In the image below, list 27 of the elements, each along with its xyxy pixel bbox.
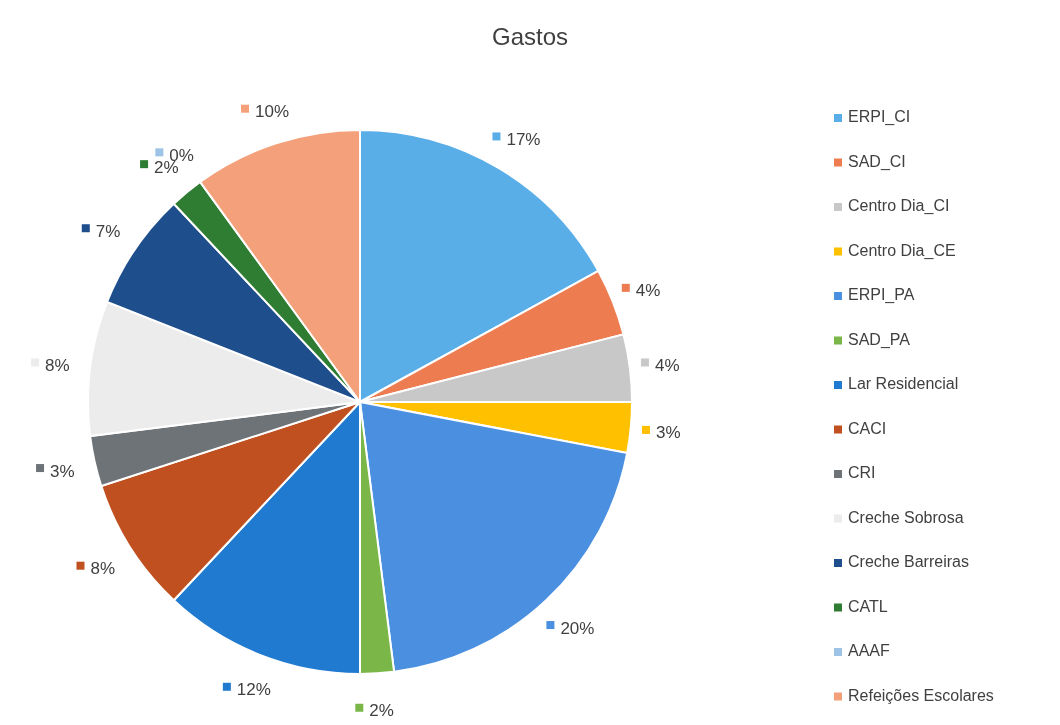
legend-label: ERPI_CI <box>848 108 911 127</box>
legend-label: AAAF <box>848 642 891 660</box>
legend-label: Creche Sobrosa <box>848 508 964 526</box>
legend-label: Centro Dia_CE <box>848 241 956 260</box>
legend-label: Creche Barreiras <box>848 553 969 571</box>
data-label: 10% <box>255 102 290 122</box>
data-label: 3% <box>50 461 75 481</box>
data-label: 3% <box>656 423 681 443</box>
legend-label: CACI <box>848 419 887 437</box>
data-label: 2% <box>369 701 394 721</box>
legend-label: CRI <box>848 464 876 482</box>
legend-label: Lar Residencial <box>848 375 959 393</box>
legend-label: SAD_CI <box>848 152 906 171</box>
legend-label: Centro Dia_CI <box>848 197 950 216</box>
legend-label: Refeições Escolares <box>848 686 994 704</box>
data-label: 17% <box>506 129 541 149</box>
data-label: 8% <box>90 559 116 579</box>
data-label: 20% <box>560 618 595 638</box>
data-label: 4% <box>635 281 661 301</box>
legend-label: CATL <box>848 597 888 615</box>
data-label: 4% <box>654 355 680 375</box>
legend-label: SAD_PA <box>848 330 911 349</box>
legend-label: ERPI_PA <box>848 286 915 305</box>
chart-title: Gastos <box>491 23 569 50</box>
data-label: 8% <box>45 355 70 375</box>
data-label: 7% <box>95 221 121 241</box>
data-label: 12% <box>236 680 271 700</box>
